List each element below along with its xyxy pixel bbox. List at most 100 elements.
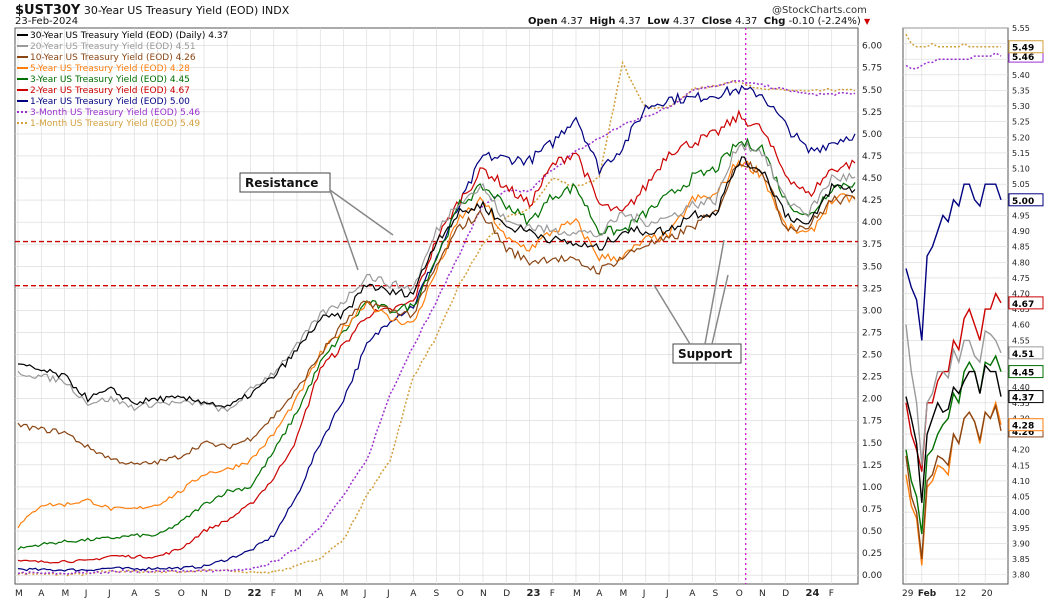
zoom-x-tick-label: 20 bbox=[981, 589, 993, 599]
y-tick-label: 4.75 bbox=[862, 152, 882, 162]
value-tag: 4.51 bbox=[1012, 350, 1034, 360]
y-tick-label: 4.25 bbox=[862, 196, 882, 206]
y-tick-label: 5.00 bbox=[862, 130, 882, 140]
zoom-series-line bbox=[905, 354, 1002, 535]
zoom-y-tick-label: 5.10 bbox=[1012, 165, 1030, 174]
x-tick-label: O bbox=[457, 589, 464, 599]
y-tick-label: 6.00 bbox=[862, 42, 882, 52]
x-tick-label: J bbox=[386, 589, 390, 599]
x-tick-label: S bbox=[434, 589, 440, 599]
zoom-y-tick-label: 4.15 bbox=[1012, 461, 1030, 470]
legend-entry: 5-Year US Treasury Yield (EOD) 4.28 bbox=[30, 64, 190, 74]
legend-entry: 20-Year US Treasury Yield (EOD) 4.51 bbox=[30, 42, 196, 52]
x-tick-label: S bbox=[155, 589, 161, 599]
zoom-y-tick-label: 4.60 bbox=[1012, 321, 1030, 330]
x-tick-label: S bbox=[713, 589, 719, 599]
value-tag: 5.46 bbox=[1012, 53, 1034, 63]
y-tick-label: 3.00 bbox=[862, 306, 882, 316]
support-label: Support bbox=[678, 347, 733, 361]
zoom-y-tick-label: 4.85 bbox=[1012, 243, 1030, 252]
y-tick-label: 0.25 bbox=[862, 549, 882, 559]
series-line bbox=[17, 84, 856, 572]
x-tick-label: J bbox=[107, 589, 111, 599]
zoom-y-tick-label: 4.35 bbox=[1012, 399, 1030, 408]
legend-entry: 3-Month US Treasury Yield (EOD) 5.46 bbox=[30, 108, 200, 118]
y-tick-label: 2.75 bbox=[862, 328, 882, 338]
x-tick-label: J bbox=[363, 589, 367, 599]
y-tick-label: 0.75 bbox=[862, 505, 882, 515]
zoom-y-tick-label: 3.95 bbox=[1012, 524, 1030, 533]
support-arrow bbox=[704, 239, 725, 345]
y-tick-label: 3.50 bbox=[862, 262, 882, 272]
zoom-y-tick-label: 5.35 bbox=[1012, 86, 1030, 95]
value-tag: 5.49 bbox=[1012, 44, 1034, 54]
x-tick-label: O bbox=[736, 589, 743, 599]
x-tick-label: A bbox=[689, 589, 696, 599]
x-tick-label: 23 bbox=[527, 588, 541, 599]
x-tick-label: A bbox=[317, 589, 324, 599]
x-tick-label: J bbox=[84, 589, 88, 599]
x-tick-label: A bbox=[38, 589, 45, 599]
series-line bbox=[17, 156, 856, 408]
value-tag: 4.26 bbox=[1012, 428, 1034, 438]
x-tick-label: M bbox=[341, 589, 349, 599]
value-tag: 4.67 bbox=[1012, 300, 1034, 310]
x-tick-label: O bbox=[178, 589, 185, 599]
value-tag: 4.37 bbox=[1012, 394, 1034, 404]
x-tick-label: N bbox=[201, 589, 208, 599]
series-line bbox=[18, 79, 856, 575]
value-tag-box bbox=[1008, 40, 1044, 54]
x-tick-label: M bbox=[620, 589, 628, 599]
x-tick-label: 22 bbox=[248, 588, 262, 599]
zoom-y-tick-label: 5.55 bbox=[1012, 24, 1030, 33]
legend-entry: 10-Year US Treasury Yield (EOD) 4.26 bbox=[30, 53, 196, 63]
x-tick-label: J bbox=[665, 589, 669, 599]
support-arrow bbox=[653, 284, 691, 345]
zoom-series-line bbox=[905, 183, 1002, 341]
support-box bbox=[672, 343, 742, 364]
y-tick-label: 3.75 bbox=[862, 240, 882, 250]
y-tick-label: 1.25 bbox=[862, 461, 882, 471]
x-tick-label: D bbox=[503, 589, 510, 599]
zoom-panel-frame bbox=[902, 27, 1009, 585]
zoom-x-tick-label: Feb bbox=[918, 589, 937, 599]
x-tick-label: F bbox=[550, 589, 555, 599]
x-tick-label: A bbox=[131, 589, 138, 599]
y-tick-label: 0.50 bbox=[862, 527, 882, 537]
y-tick-label: 5.25 bbox=[862, 108, 882, 118]
zoom-series-line bbox=[905, 363, 1002, 503]
y-tick-label: 5.50 bbox=[862, 86, 882, 96]
value-tag-box bbox=[1008, 193, 1044, 207]
zoom-y-tick-label: 4.90 bbox=[1012, 227, 1030, 236]
y-tick-label: 5.75 bbox=[862, 64, 882, 74]
y-tick-label: 3.25 bbox=[862, 284, 882, 294]
value-tag-box bbox=[1008, 418, 1044, 432]
x-tick-label: 24 bbox=[806, 588, 820, 599]
x-tick-label: N bbox=[480, 589, 487, 599]
x-tick-label: N bbox=[759, 589, 766, 599]
zoom-y-tick-label: 3.80 bbox=[1012, 571, 1030, 580]
y-tick-label: 4.50 bbox=[862, 174, 882, 184]
symbol: $UST30Y bbox=[15, 3, 81, 18]
y-tick-label: 1.50 bbox=[862, 439, 882, 449]
zoom-y-tick-label: 5.40 bbox=[1012, 71, 1030, 80]
x-tick-label: A bbox=[410, 589, 417, 599]
zoom-series-line bbox=[905, 52, 1002, 70]
zoom-series-line bbox=[905, 291, 1002, 472]
value-tag-box bbox=[1008, 296, 1044, 310]
y-tick-label: 2.00 bbox=[862, 395, 882, 405]
zoom-y-tick-label: 5.15 bbox=[1012, 149, 1030, 158]
zoom-y-tick-label: 4.00 bbox=[1012, 508, 1030, 517]
zoom-y-tick-label: 4.10 bbox=[1012, 477, 1030, 486]
zoom-y-tick-label: 5.25 bbox=[1012, 118, 1030, 127]
watermark: @StockCharts.com bbox=[772, 5, 867, 16]
zoom-y-tick-label: 4.40 bbox=[1012, 383, 1030, 392]
zoom-y-tick-label: 3.85 bbox=[1012, 555, 1030, 564]
x-tick-label: M bbox=[573, 589, 581, 599]
down-triangle-icon: ▼ bbox=[863, 17, 871, 26]
series-line bbox=[17, 141, 856, 413]
legend-entry: 1-Year US Treasury Yield (EOD) 5.00 bbox=[30, 97, 190, 107]
zoom-series-line bbox=[905, 403, 1002, 560]
y-tick-label: 4.00 bbox=[862, 218, 882, 228]
